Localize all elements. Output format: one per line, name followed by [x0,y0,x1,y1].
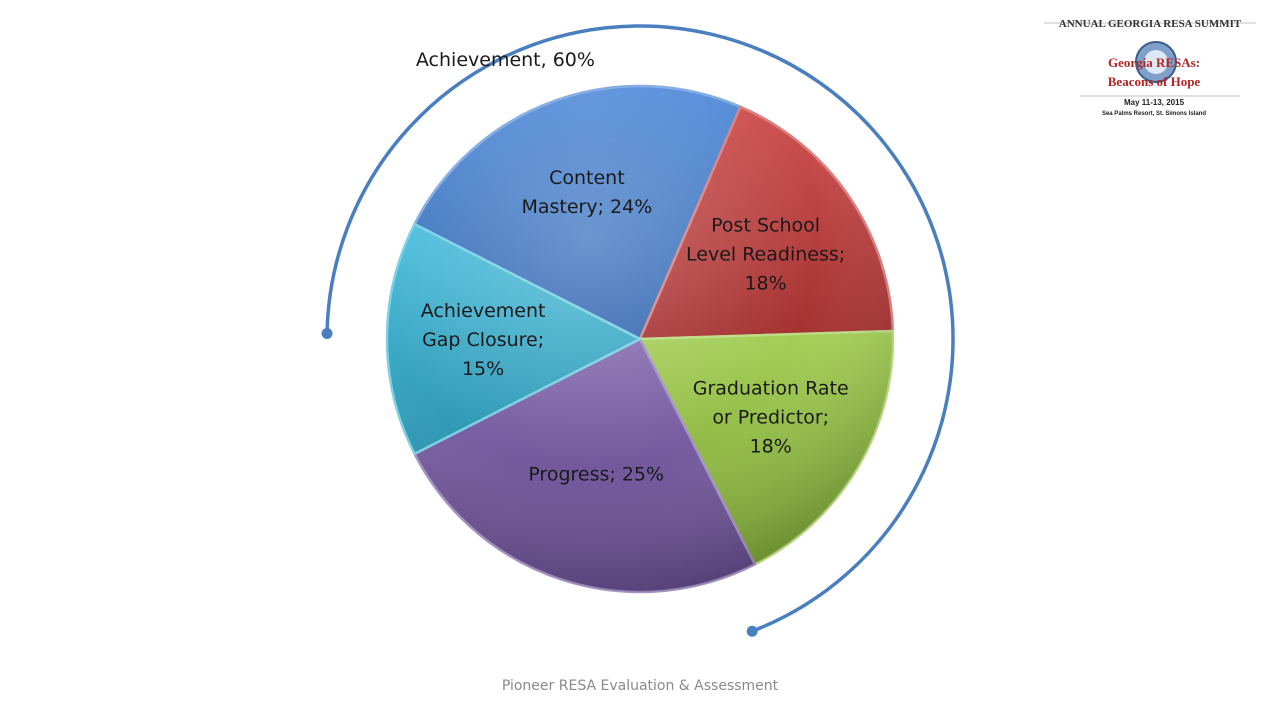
logo-banner: ANNUAL GEORGIA RESA SUMMIT [1059,18,1242,30]
logo-venue: Sea Palms Resort, St. Simons Island [1102,111,1206,117]
slice-label-progress: Progress; 25% [528,464,664,486]
slice-label-post-school-level-readiness: Post School Level Readiness; 18% [686,215,845,295]
summit-logo: ANNUAL GEORGIA RESA SUMMIT Georgia RESAs… [1040,10,1260,120]
achievement-bracket-arc [325,24,955,633]
slice-label-achievement-gap-closure: Achievement Gap Closure; 15% [421,300,546,380]
slice-label-content-mastery: Content Mastery; 24% [521,167,652,218]
bracket-end-dot [746,625,758,637]
logo-title-2: Beacons of Hope [1108,74,1201,89]
achievement-annotation-label: Achievement, 60% [416,49,595,71]
logo-title-1: Georgia RESAs: [1108,55,1200,70]
slice-label-graduation-rate-or-predictor: Graduation Rate or Predictor; 18% [693,377,849,457]
logo-dates: May 11-13, 2015 [1124,98,1185,107]
footer-text: Pioneer RESA Evaluation & Assessment [501,678,779,694]
bracket-start-dot [321,328,333,340]
